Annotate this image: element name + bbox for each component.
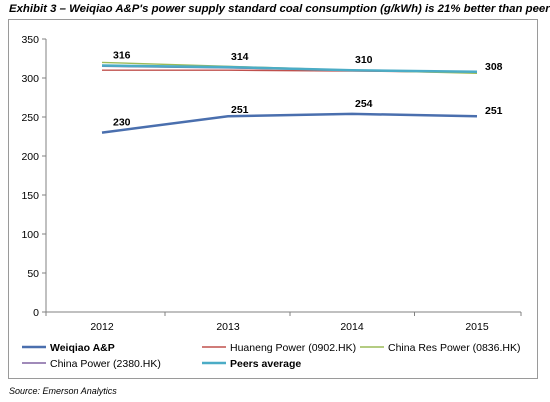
y-tick-label: 300 bbox=[21, 73, 39, 85]
legend-label: Peers average bbox=[230, 358, 301, 370]
legend-label: China Res Power (0836.HK) bbox=[388, 342, 520, 354]
series-line-weiqiao-a-p bbox=[101, 112, 478, 134]
legend-label: China Power (2380.HK) bbox=[50, 358, 161, 370]
y-tick-label: 150 bbox=[21, 190, 39, 202]
data-label: 251 bbox=[231, 104, 249, 116]
chart-frame bbox=[8, 19, 538, 379]
x-tick-label: 2014 bbox=[340, 321, 364, 333]
y-tick-label: 100 bbox=[21, 229, 39, 241]
legend-label: Weiqiao A&P bbox=[50, 342, 115, 354]
data-label: 316 bbox=[113, 50, 131, 62]
data-label: 230 bbox=[113, 117, 131, 129]
series-line-peers-average bbox=[101, 64, 478, 74]
y-tick-label: 200 bbox=[21, 151, 39, 163]
y-tick-label: 50 bbox=[27, 268, 39, 280]
data-label: 308 bbox=[485, 61, 503, 73]
y-tick-label: 0 bbox=[33, 307, 39, 319]
chart-title: Exhibit 3 – Weiqiao A&P's power supply s… bbox=[9, 3, 550, 15]
data-label: 314 bbox=[231, 51, 249, 63]
y-tick-label: 250 bbox=[21, 112, 39, 124]
source-note: Source: Emerson Analytics bbox=[9, 386, 117, 396]
legend-label: Huaneng Power (0902.HK) bbox=[230, 342, 356, 354]
x-tick-label: 2015 bbox=[465, 321, 489, 333]
y-tick-label: 350 bbox=[21, 34, 39, 46]
data-label: 254 bbox=[355, 98, 373, 110]
data-label: 310 bbox=[355, 54, 373, 66]
x-tick-label: 2013 bbox=[216, 321, 240, 333]
x-tick-label: 2012 bbox=[90, 321, 114, 333]
data-label: 251 bbox=[485, 105, 503, 117]
